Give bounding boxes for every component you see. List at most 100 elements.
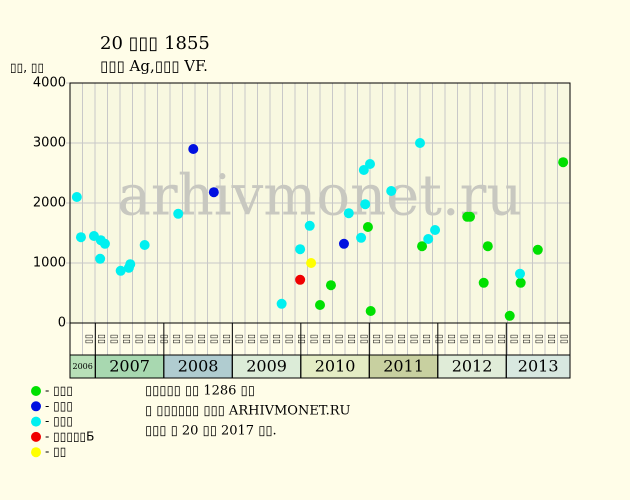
month-label: ▯▯ — [197, 334, 207, 344]
month-label: ▯▯ — [222, 334, 232, 344]
month-label: ▯▯ — [497, 334, 507, 344]
month-label: ▯▯ — [309, 334, 319, 344]
point — [362, 222, 373, 232]
y-tick-label: 2000 — [33, 196, 66, 211]
point — [365, 306, 376, 316]
month-label: ▯▯ — [359, 334, 369, 344]
month-label: ▯▯ — [272, 334, 282, 344]
month-label: ▯▯ — [109, 334, 119, 344]
month-label: ▯▯ — [284, 334, 294, 344]
point — [465, 211, 475, 222]
point — [123, 262, 134, 273]
point — [423, 234, 434, 244]
legend-label: - ▯▯▯ — [45, 414, 73, 428]
chart-subtitle: ▯▯▯ Ag,▯▯▯ VF. — [100, 57, 208, 75]
note: ▯▯▯▯▯ ▯▯ 1286 ▯▯ — [145, 384, 255, 399]
legend-marker — [31, 386, 41, 396]
point — [75, 232, 86, 243]
month-label: ▯▯ — [384, 334, 394, 344]
point — [295, 244, 306, 255]
legend-marker — [31, 416, 41, 427]
legend-label: - ▯▯▯▯▯Б — [45, 429, 94, 443]
legend-marker — [31, 447, 41, 458]
point — [358, 165, 369, 175]
point — [188, 144, 199, 154]
month-label: ▯▯ — [472, 334, 482, 344]
legend-label: - ▯▯ — [45, 445, 66, 459]
y-tick-label: 4000 — [33, 76, 66, 91]
point — [482, 241, 493, 252]
point — [276, 298, 287, 309]
month-label: ▯▯ — [297, 334, 307, 344]
month-label: ▯▯ — [422, 334, 432, 344]
month-label: ▯▯ — [559, 334, 569, 344]
legend-marker — [31, 401, 41, 412]
point — [386, 186, 397, 196]
legend-label: - ▯▯▯ — [45, 399, 73, 413]
note: ▯▯▯ ▯ 20 ▯▯ 2017 ▯▯. — [145, 424, 277, 439]
point — [515, 268, 525, 279]
month-label: ▯▯ — [522, 334, 532, 344]
y-tick-label: 0 — [58, 316, 66, 331]
month-label: ▯▯ — [172, 334, 182, 344]
point — [304, 220, 315, 231]
point — [208, 187, 219, 198]
point — [504, 310, 515, 321]
point — [356, 232, 367, 243]
year-label: 2010 — [315, 357, 356, 376]
note: ▯ ▯▯▯▯▯▯ ▯▯▯ ARHIVMONET.RU — [145, 404, 350, 419]
month-label: ▯▯ — [322, 334, 332, 344]
point — [173, 208, 184, 219]
point — [343, 208, 354, 219]
point — [315, 300, 325, 310]
point — [338, 238, 349, 249]
point — [306, 258, 317, 268]
month-label: ▯▯ — [97, 334, 107, 344]
point — [415, 138, 425, 148]
year-label: 2007 — [109, 357, 150, 376]
month-label: ▯▯ — [372, 334, 382, 344]
month-label: ▯▯ — [134, 334, 144, 344]
month-label: ▯▯ — [547, 334, 557, 344]
month-label: ▯▯ — [484, 334, 494, 344]
year-label: 2008 — [178, 357, 219, 376]
point — [139, 240, 150, 250]
month-label: ▯▯ — [334, 334, 344, 344]
month-label: ▯▯ — [147, 334, 157, 344]
year-label: 2012 — [452, 357, 493, 376]
point — [360, 199, 371, 210]
month-label: ▯▯ — [347, 334, 357, 344]
y-axis-label: ▯▯, ▯▯ — [10, 61, 44, 75]
point — [115, 265, 126, 276]
point — [417, 241, 428, 252]
legend-marker — [31, 431, 41, 442]
month-label: ▯▯ — [84, 334, 94, 344]
y-tick-label: 3000 — [33, 136, 66, 151]
point — [99, 238, 110, 249]
point — [558, 157, 569, 168]
month-label: ▯▯ — [447, 334, 457, 344]
month-label: ▯▯ — [509, 334, 519, 344]
legend-label: - ▯▯▯ — [45, 384, 73, 398]
point — [295, 274, 306, 285]
point — [71, 192, 82, 202]
year-label: 2006 — [72, 362, 92, 371]
point — [478, 277, 489, 288]
month-label: ▯▯ — [122, 334, 132, 344]
point — [532, 244, 543, 255]
month-label: ▯▯ — [184, 334, 194, 344]
month-label: ▯▯ — [397, 334, 407, 344]
point — [515, 277, 526, 288]
y-tick-label: 1000 — [33, 256, 66, 271]
month-label: ▯▯ — [409, 334, 419, 344]
watermark: arhivmonet.ru — [118, 164, 523, 229]
month-label: ▯▯ — [259, 334, 269, 344]
chart-title: 20 ▯▯▯ 1855 — [100, 33, 210, 54]
month-label: ▯▯ — [459, 334, 469, 344]
point — [325, 280, 336, 291]
year-label: 2011 — [383, 357, 424, 376]
plot-frame — [69, 82, 571, 379]
year-label: 2009 — [246, 357, 287, 376]
month-label: ▯▯ — [247, 334, 257, 344]
